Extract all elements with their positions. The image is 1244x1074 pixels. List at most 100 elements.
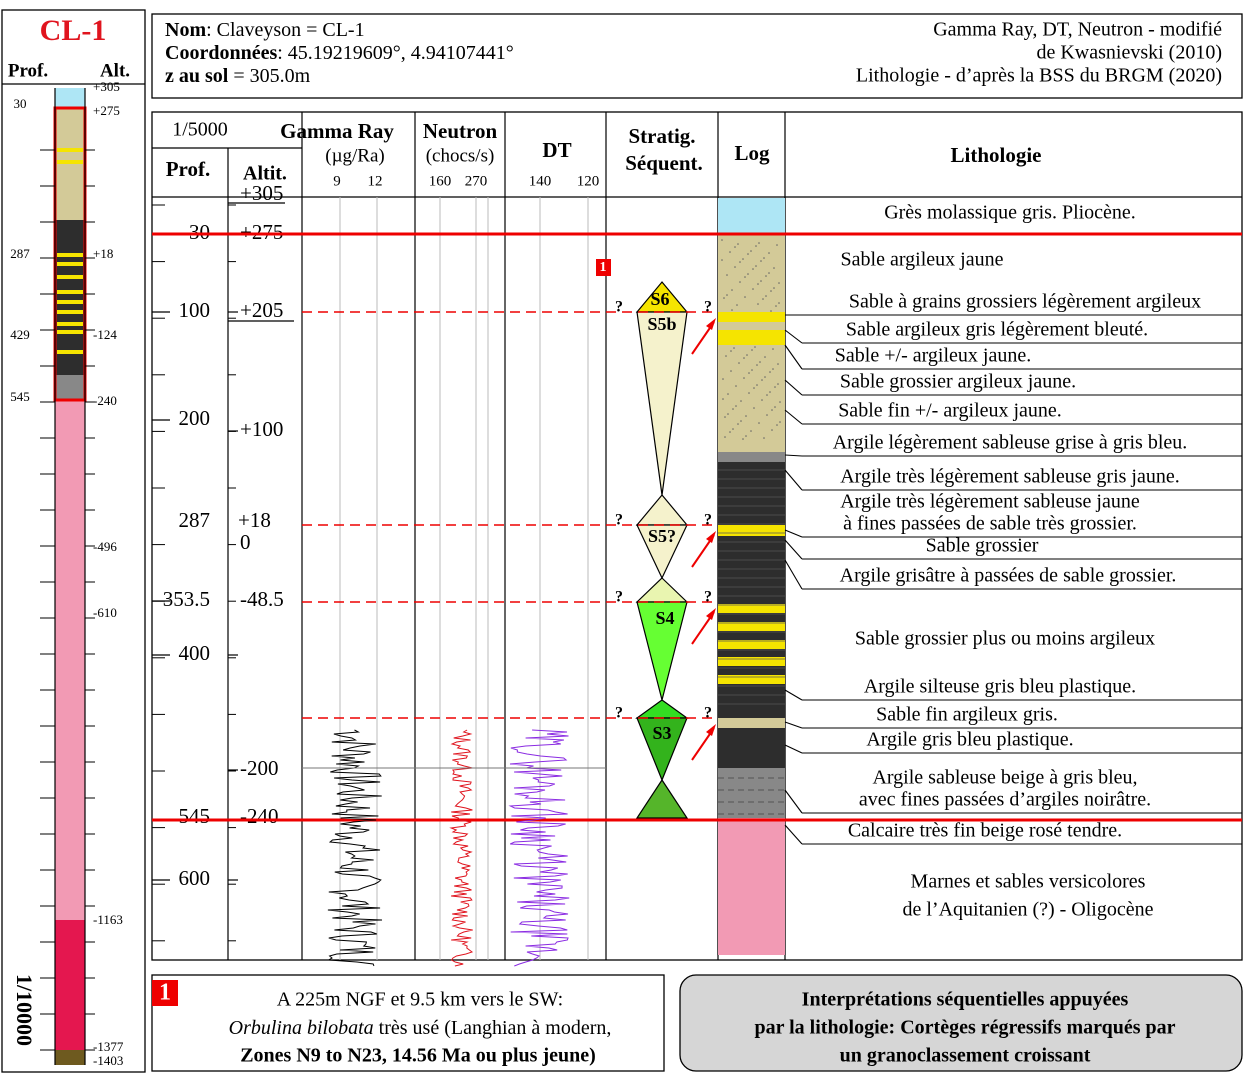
header-key: Nom <box>165 19 206 41</box>
label: 160 <box>429 173 452 189</box>
sand-dot <box>757 303 759 305</box>
note-number-box <box>152 980 178 1006</box>
sand-dot <box>726 294 728 296</box>
log-stripe <box>718 322 785 330</box>
uncertain: ? <box>704 512 712 529</box>
sand-dot <box>740 420 742 422</box>
uncertain: ? <box>615 512 623 529</box>
interpretation-text: un granoclassement croissant <box>840 1045 1091 1067</box>
lithology-text: Sable grossier plus ou moins argileux <box>855 628 1155 650</box>
sand-dot <box>769 391 771 393</box>
sand-dot <box>763 257 765 259</box>
sand-dot <box>754 346 756 348</box>
rule <box>784 824 803 845</box>
rule <box>784 539 803 560</box>
sand-dot <box>753 387 755 389</box>
col-head: Log <box>734 141 770 165</box>
sand-dot <box>737 243 739 245</box>
sand-dot <box>771 429 773 431</box>
col-head: Séquent. <box>625 151 703 175</box>
alt-label: +18 <box>238 508 271 532</box>
sand-dot <box>733 347 735 349</box>
sand-dot <box>753 407 755 409</box>
header-value: : Claveyson = CL-1 <box>206 19 365 41</box>
sand-dot <box>727 413 729 415</box>
log-layer <box>718 345 785 452</box>
sand-dot <box>739 281 741 283</box>
lithology-text: Grès molassique gris. Pliocène. <box>884 202 1136 224</box>
overview-stripe <box>57 350 83 354</box>
sequence-label: S4 <box>655 608 674 628</box>
sand-dot <box>760 260 762 262</box>
sand-dot <box>768 272 770 274</box>
overview-depth: 287 <box>10 246 30 261</box>
col-head: Neutron <box>423 119 498 143</box>
rule <box>784 559 803 590</box>
log-stripe <box>718 640 785 649</box>
sand-dot <box>721 259 723 261</box>
col-head: (µg/Ra) <box>325 145 385 166</box>
sand-dot <box>732 428 734 430</box>
prof-label: 353.5 <box>163 587 210 611</box>
col-head: DT <box>542 138 571 162</box>
main-frame <box>151 111 1243 961</box>
overview-alt: -610 <box>93 605 117 620</box>
sand-dot <box>744 296 746 298</box>
lithology-text: de l’Aquitanien (?) - Oligocène <box>902 899 1153 921</box>
prof-label: 100 <box>179 298 211 322</box>
sand-dot <box>740 400 742 402</box>
sand-dot <box>732 408 734 410</box>
sand-dot <box>729 251 731 253</box>
rule <box>784 454 803 457</box>
sand-dot <box>727 393 729 395</box>
sequence-label: S5? <box>648 526 676 546</box>
sand-dot <box>731 309 733 311</box>
prof-label: 545 <box>179 804 211 828</box>
sand-dot <box>721 239 723 241</box>
alt-label: Alt. <box>100 60 130 81</box>
lithology-text: Argile légèrement sableuse grise à gris … <box>833 432 1188 454</box>
label: 9 <box>333 173 341 189</box>
species: Orbulina bilobata <box>229 1017 374 1039</box>
note-rest: très usé (Langhian à modern, <box>374 1017 612 1039</box>
log-stripe <box>718 675 785 684</box>
sand-dot <box>729 431 731 433</box>
lithology-text: Sable fin +/- argileux jaune. <box>838 400 1062 422</box>
lithology-text: Sable fin argileux gris. <box>876 704 1058 726</box>
overview-depth: 30 <box>14 96 27 111</box>
alt-label: -48.5 <box>240 587 284 611</box>
prof-label: 200 <box>179 406 211 430</box>
note-text: Zones N9 to N23, 14.56 Ma ou plus jeune) <box>240 1045 596 1067</box>
sand-dot <box>774 386 776 388</box>
overview-stripe <box>57 148 83 152</box>
sand-dot <box>774 406 776 408</box>
alt-label: +275 <box>240 220 283 244</box>
col-head: (chocs/s) <box>426 145 495 166</box>
sand-dot <box>722 398 724 400</box>
sand-dot <box>745 415 747 417</box>
col-head: Gamma Ray <box>280 119 394 143</box>
overview-stripe <box>57 160 83 164</box>
sand-dot <box>761 379 763 381</box>
well-id: CL-1 <box>40 14 107 47</box>
log-stripe <box>718 622 785 631</box>
overview-alt: -1403 <box>93 1053 123 1068</box>
sand-dot <box>775 305 777 307</box>
sequence-shape <box>635 494 689 526</box>
sand-dot <box>755 265 757 267</box>
rule <box>784 744 803 754</box>
overview-layer <box>55 375 85 400</box>
sand-dot <box>770 290 772 292</box>
interpretation-text: Interprétations séquentielles appuyées <box>802 989 1129 1011</box>
sand-dot <box>765 275 767 277</box>
overview-depth: 545 <box>10 389 30 404</box>
sequence-shape <box>635 699 689 719</box>
rule <box>784 329 803 344</box>
sand-dot <box>752 268 754 270</box>
sand-dot <box>742 258 744 260</box>
overview-alt: +305 <box>93 79 120 94</box>
note-frame <box>151 974 665 1072</box>
alt-label: 0 <box>240 530 251 554</box>
lithology-text: Sable grossier <box>926 535 1039 557</box>
arrow-head <box>706 608 716 620</box>
